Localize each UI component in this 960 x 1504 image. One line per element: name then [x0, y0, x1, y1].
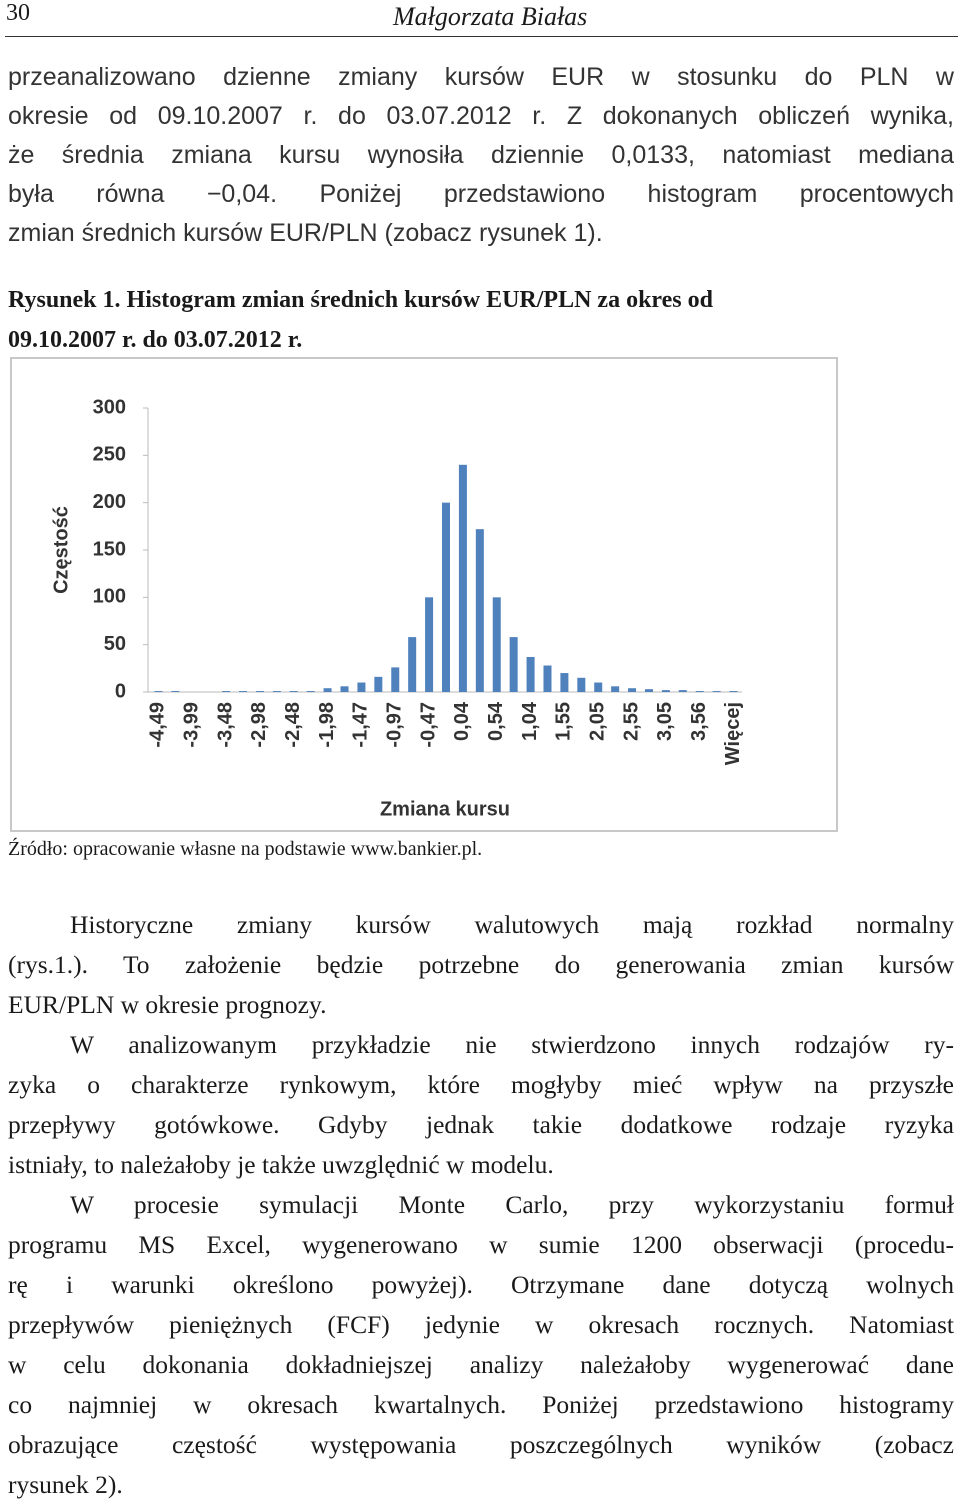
y-tick-label: 250 [93, 444, 126, 466]
x-tick-label: -0,97 [384, 702, 406, 748]
figure-caption: Rysunek 1. Histogram zmian średnich kurs… [8, 280, 713, 360]
paragraph: W procesie symulacji Monte Carlo, przy w… [8, 1185, 954, 1504]
x-tick-label: -0,47 [417, 702, 439, 748]
bar [323, 688, 332, 692]
text-line: przeanalizowano dzienne zmiany kursów EU… [8, 63, 954, 91]
intro-paragraph: przeanalizowano dzienne zmiany kursów EU… [8, 58, 954, 253]
bar [628, 688, 637, 692]
bar [357, 682, 366, 692]
y-tick-label: 100 [93, 586, 126, 608]
bar [272, 691, 281, 692]
x-tick-label: 1,55 [553, 702, 575, 741]
text-line: W procesie symulacji Monte Carlo, przy w… [70, 1190, 954, 1219]
bar [425, 597, 434, 692]
bar [644, 689, 653, 692]
text-line: rę i warunki określono powyżej). Otrzyma… [8, 1270, 954, 1299]
text-line: obrazujące częstość występowania poszcze… [8, 1430, 954, 1459]
text-line: w celu dokonania dokładniejszej analizy … [8, 1350, 954, 1379]
caption-line: Rysunek 1. Histogram zmian średnich kurs… [8, 287, 713, 313]
body-text: Historyczne zmiany kursów walutowych maj… [8, 905, 954, 1504]
bar [611, 686, 620, 692]
bar [526, 656, 535, 692]
text-line: przepływów pieniężnych (FCF) jedynie w o… [8, 1310, 954, 1339]
bar [695, 691, 704, 692]
x-tick-label: Więcej [722, 702, 744, 765]
text-line: zmian średnich kursów EUR/PLN (zobacz ry… [8, 219, 603, 247]
x-tick-label: -3,99 [181, 702, 203, 748]
bar [222, 691, 231, 692]
text-line: W analizowanym przykładzie nie stwierdzo… [70, 1030, 954, 1059]
header-rule [5, 36, 958, 37]
x-tick-label: -4,49 [147, 702, 169, 748]
text-line: istniały, to należałoby je także uwzględ… [8, 1150, 554, 1179]
text-line: Historyczne zmiany kursów walutowych maj… [70, 910, 954, 939]
bar [475, 529, 484, 692]
bar [255, 691, 264, 692]
text-line: co najmniej w okresach kwartalnych. Poni… [8, 1390, 954, 1419]
bar [306, 691, 315, 692]
text-line: że średnia zmiana kursu wynosiła dzienni… [8, 141, 954, 169]
x-tick-label: 3,05 [654, 702, 676, 741]
bar [340, 686, 349, 692]
text-line: (rys.1.). To założenie będzie potrzebne … [8, 950, 954, 979]
y-tick-label: 200 [93, 491, 126, 513]
bar [577, 677, 586, 692]
chart-frame [10, 357, 838, 832]
x-tick-label: 2,05 [587, 702, 609, 741]
x-axis-title: Zmiana kursu [380, 798, 510, 820]
y-tick-label: 50 [104, 633, 126, 655]
bar [391, 667, 400, 692]
x-tick-label: 1,04 [519, 701, 541, 741]
x-tick-label: 3,56 [688, 702, 710, 741]
text-line: zyka o charakterze rynkowym, które mogły… [8, 1070, 954, 1099]
caption-line: 09.10.2007 r. do 03.07.2012 r. [8, 327, 303, 353]
x-tick-label: -1,98 [316, 702, 338, 748]
bar [289, 691, 298, 692]
bar [442, 502, 450, 692]
text-line: okresie od 09.10.2007 r. do 03.07.2012 r… [8, 102, 954, 130]
chart: 0 50 100 150 200 250 300 -4,49 -3,99 -3,48 -2,98 -2… [10, 357, 838, 832]
text-line: była równa −0,04. Poniżej przedstawiono … [8, 180, 954, 208]
text-line: przepływy gotówkowe. Gdyby jednak takie … [8, 1110, 954, 1139]
text-line: programu MS Excel, wygenerowano w sumie … [8, 1230, 954, 1259]
y-tick-label: 150 [93, 538, 126, 560]
y-tick-label: 300 [93, 396, 126, 418]
bar [154, 691, 163, 692]
bar [458, 464, 467, 692]
bar [543, 665, 552, 692]
paragraph: W analizowanym przykładzie nie stwierdzo… [8, 1025, 954, 1185]
bar [594, 682, 603, 692]
figure-source: Źródło: opracowanie własne na podstawie … [8, 838, 483, 860]
bar [374, 676, 383, 692]
y-tick-label: 0 [115, 680, 126, 702]
x-tick-label: -2,98 [248, 702, 270, 748]
bar [729, 691, 738, 692]
bar [560, 673, 569, 692]
bar [661, 690, 670, 692]
bar [712, 691, 721, 692]
x-tick-label: -3,48 [214, 702, 236, 748]
x-tick-label: -1,47 [350, 702, 372, 748]
bar [492, 597, 501, 692]
bar [509, 637, 518, 692]
running-head: Małgorzata Białas [393, 2, 588, 31]
bar [678, 690, 687, 692]
paragraph: Historyczne zmiany kursów walutowych maj… [8, 905, 954, 1025]
page-number: 30 [6, 0, 30, 26]
x-tick-label: 0,54 [485, 701, 507, 741]
y-axis-title: Częstość [50, 506, 72, 594]
text-line: rysunek 2). [8, 1470, 123, 1499]
x-tick-label: -2,48 [282, 702, 304, 748]
x-tick-label: 0,04 [451, 701, 473, 741]
bar [408, 637, 417, 692]
text-line: EUR/PLN w okresie prognozy. [8, 990, 327, 1019]
bar [239, 691, 248, 692]
x-tick-label: 2,55 [620, 702, 642, 741]
bar [171, 691, 180, 692]
